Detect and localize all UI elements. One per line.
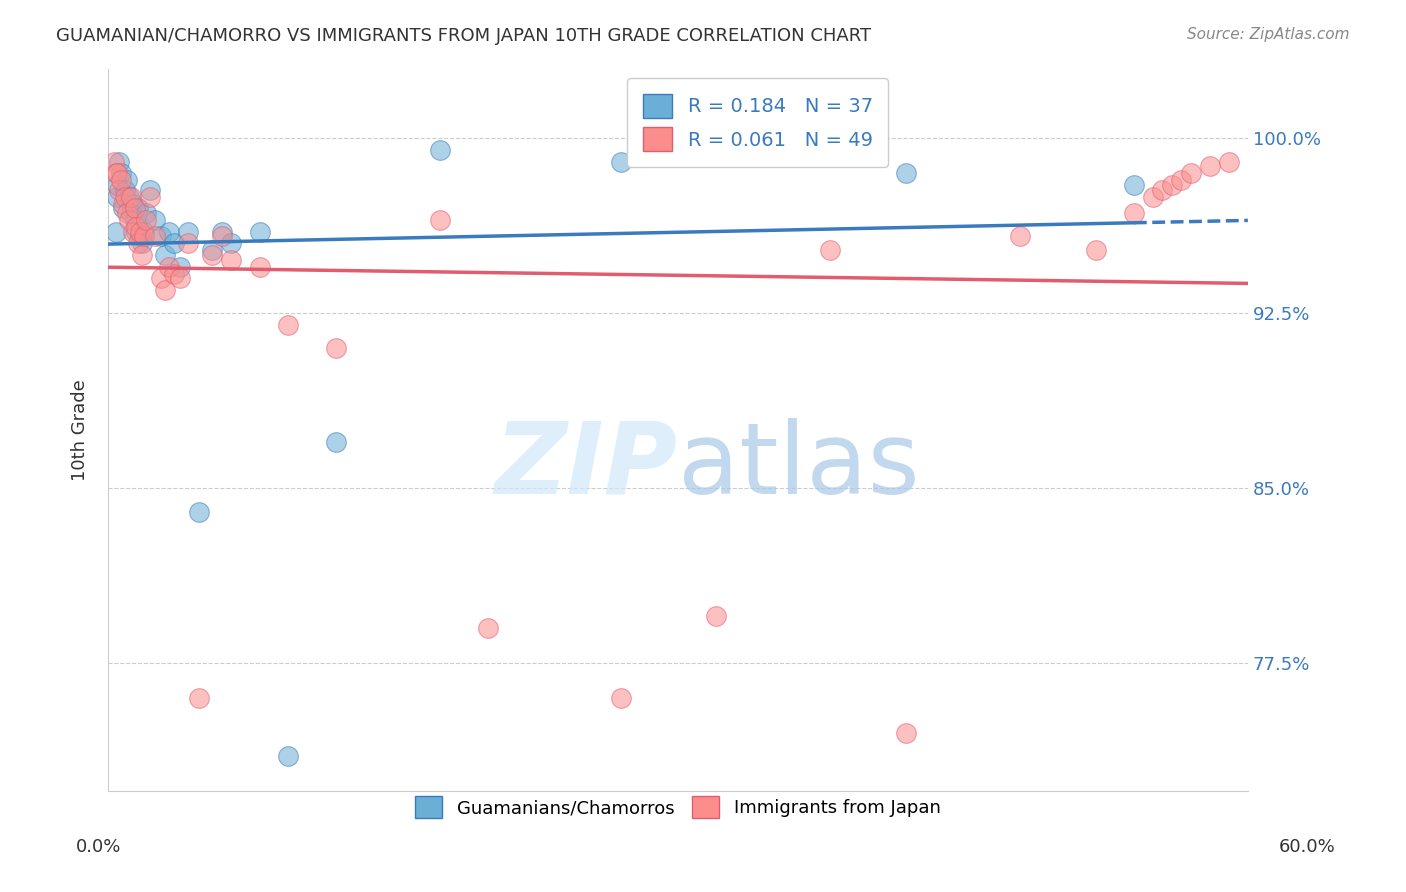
- Point: [120, 206, 142, 220]
- Point: [110, 166, 132, 180]
- Point: [150, 229, 173, 244]
- Point: [129, 229, 152, 244]
- Point: [1170, 173, 1192, 187]
- Point: [145, 213, 167, 227]
- Text: Source: ZipAtlas.com: Source: ZipAtlas.com: [1187, 27, 1350, 42]
- Point: [125, 220, 148, 235]
- Point: [120, 190, 142, 204]
- Point: [115, 173, 138, 187]
- Point: [163, 236, 186, 251]
- Point: [610, 154, 633, 169]
- Point: [112, 202, 135, 216]
- Point: [118, 190, 141, 204]
- Point: [110, 173, 132, 187]
- Point: [150, 271, 173, 285]
- Point: [114, 190, 136, 204]
- Point: [277, 318, 299, 332]
- Point: [103, 154, 125, 169]
- Point: [131, 236, 153, 251]
- Point: [131, 248, 153, 262]
- Point: [118, 213, 141, 227]
- Point: [1122, 178, 1144, 193]
- Text: ZIP: ZIP: [495, 417, 678, 515]
- Point: [429, 143, 451, 157]
- Point: [249, 260, 271, 274]
- Text: 60.0%: 60.0%: [1279, 838, 1336, 855]
- Point: [121, 196, 143, 211]
- Point: [114, 183, 136, 197]
- Point: [108, 154, 131, 169]
- Point: [107, 178, 129, 193]
- Point: [201, 244, 224, 258]
- Point: [132, 229, 155, 244]
- Point: [153, 283, 176, 297]
- Point: [125, 225, 148, 239]
- Point: [277, 749, 299, 764]
- Point: [201, 248, 224, 262]
- Point: [1160, 178, 1182, 193]
- Point: [249, 225, 271, 239]
- Point: [112, 196, 135, 211]
- Point: [107, 190, 129, 204]
- Point: [139, 183, 162, 197]
- Point: [1152, 183, 1174, 197]
- Legend: Guamanians/Chamorros, Immigrants from Japan: Guamanians/Chamorros, Immigrants from Ja…: [408, 789, 948, 826]
- Point: [115, 206, 138, 220]
- Text: 0.0%: 0.0%: [76, 838, 121, 855]
- Point: [1122, 206, 1144, 220]
- Point: [139, 190, 162, 204]
- Text: GUAMANIAN/CHAMORRO VS IMMIGRANTS FROM JAPAN 10TH GRADE CORRELATION CHART: GUAMANIAN/CHAMORRO VS IMMIGRANTS FROM JA…: [56, 27, 872, 45]
- Point: [429, 213, 451, 227]
- Point: [1218, 154, 1240, 169]
- Y-axis label: 10th Grade: 10th Grade: [72, 379, 89, 481]
- Point: [1008, 229, 1031, 244]
- Point: [325, 434, 347, 449]
- Point: [108, 183, 131, 197]
- Point: [169, 260, 191, 274]
- Point: [188, 504, 211, 518]
- Point: [818, 244, 841, 258]
- Point: [1180, 166, 1202, 180]
- Point: [1198, 160, 1220, 174]
- Point: [188, 691, 211, 706]
- Point: [1084, 244, 1107, 258]
- Point: [704, 609, 727, 624]
- Point: [169, 271, 191, 285]
- Point: [127, 236, 149, 251]
- Point: [107, 166, 129, 180]
- Point: [135, 213, 157, 227]
- Point: [157, 260, 180, 274]
- Point: [104, 225, 127, 239]
- Point: [135, 206, 157, 220]
- Point: [145, 229, 167, 244]
- Point: [1142, 190, 1164, 204]
- Point: [153, 248, 176, 262]
- Point: [104, 166, 127, 180]
- Point: [129, 225, 152, 239]
- Point: [325, 341, 347, 355]
- Point: [221, 252, 243, 267]
- Point: [124, 202, 146, 216]
- Point: [221, 236, 243, 251]
- Point: [177, 236, 200, 251]
- Point: [127, 202, 149, 216]
- Point: [211, 229, 233, 244]
- Point: [132, 225, 155, 239]
- Point: [894, 166, 917, 180]
- Point: [610, 691, 633, 706]
- Point: [477, 621, 499, 635]
- Text: atlas: atlas: [678, 417, 920, 515]
- Point: [894, 726, 917, 740]
- Point: [163, 267, 186, 281]
- Point: [211, 225, 233, 239]
- Point: [157, 225, 180, 239]
- Point: [121, 225, 143, 239]
- Point: [124, 213, 146, 227]
- Point: [177, 225, 200, 239]
